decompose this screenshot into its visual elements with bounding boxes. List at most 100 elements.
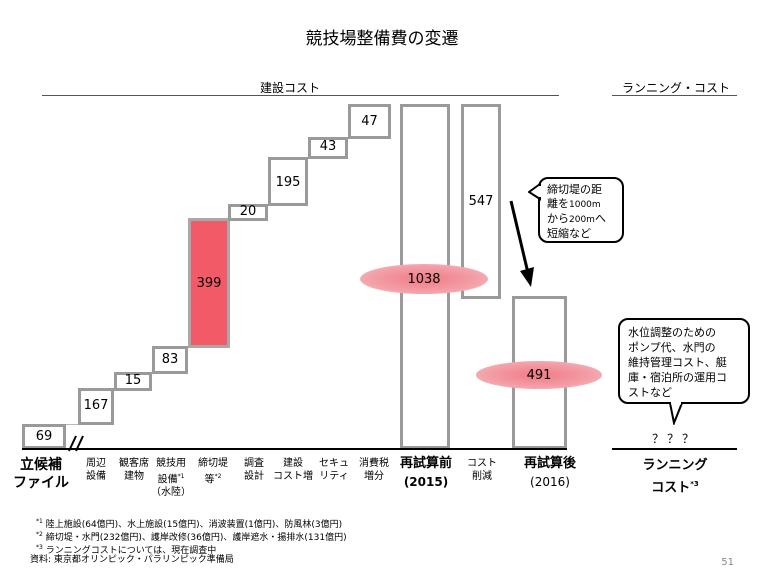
xlabel-spectator-line2: 建物	[124, 471, 144, 482]
bar-security	[308, 137, 348, 159]
footnote-3: *3 ランニングコストについては、現在調査中	[36, 541, 216, 558]
xlabel-security-line1: セキュ	[319, 458, 349, 469]
bar-peripheral	[78, 388, 114, 425]
value-cost-reduction: 547	[468, 194, 494, 209]
source-note: 資料: 東京都オリンピック・パラリンピック準備局	[30, 555, 234, 565]
footnote-2-text: 締切堤・水門(232億円)、護岸改修(36億円)、護岸遮水・揚排水(131億円)	[45, 533, 347, 543]
running-header-rule	[612, 95, 737, 96]
construction-header-rule	[42, 95, 559, 96]
running-axis-line	[612, 448, 737, 450]
total-after-highlight	[476, 361, 602, 389]
xlabel-running-line2: コスト	[651, 480, 691, 496]
xlabel-tax-line2: 増分	[364, 471, 384, 482]
running-cost-value: ？？？	[651, 432, 697, 446]
xlabel-after-line2: (2016)	[530, 475, 570, 489]
footnote-1: *1 陸上施設(64億円)、水上施設(15億円)、消波装置(1億円)、防風林(3…	[36, 515, 342, 532]
xlabel-reduction-line2: 削減	[472, 471, 492, 482]
xlabel-survey-line1: 調査	[244, 458, 264, 469]
page-title: 競技場整備費の変遷	[305, 29, 459, 49]
running-callout-line5: ストなど	[628, 386, 672, 399]
dike-callout-line3b: 200m	[569, 215, 595, 225]
value-tax: 47	[361, 114, 378, 129]
footnote-3-text: ランニングコストについては、現在調査中	[45, 546, 217, 556]
xlabel-before-recalc: 再試算前 (2015)	[386, 455, 466, 491]
dike-callout-line3a: から	[547, 212, 569, 225]
xlabel-candidacy-line2: ファイル	[13, 475, 69, 491]
page-number: 51	[721, 557, 734, 568]
value-candidacy: 69	[35, 429, 53, 444]
dike-callout-line1: 締切堤の距	[547, 183, 602, 196]
xlabel-tax-line1: 消費税	[359, 458, 389, 469]
running-callout-line3: 維持管理コスト、艇	[628, 356, 727, 369]
value-after-recalc: 491	[526, 368, 552, 383]
xlabel-construction-increase: 建設 コスト増	[270, 457, 316, 483]
dike-callout-line4: 短縮など	[547, 227, 591, 240]
xlabel-competition-line1: 競技用	[156, 458, 186, 469]
footnote-2: *2 締切堤・水門(232億円)、護岸改修(36億円)、護岸遮水・揚排水(131…	[36, 528, 347, 545]
footnote-1-mark: *1	[36, 518, 43, 525]
xlabel-candidacy-line1: 立候補	[20, 457, 62, 473]
value-spectator: 15	[124, 373, 142, 388]
value-competition: 83	[161, 352, 179, 367]
xlabel-peripheral-line1: 周辺	[86, 458, 106, 469]
xlabel-running-cost: ランニング コスト*3	[620, 457, 730, 497]
bar-competition	[152, 346, 188, 374]
xlabel-tax: 消費税 増分	[352, 457, 396, 483]
total-before-highlight	[360, 264, 488, 294]
xlabel-construction-line2: コスト増	[273, 471, 313, 482]
xlabel-competition: 競技用 設備*1 （水陸）	[150, 457, 192, 499]
candidacy-connector	[66, 424, 78, 425]
xlabel-before-line2: (2015)	[403, 475, 449, 489]
value-before-recalc: 1038	[407, 272, 441, 287]
xlabel-after-line1: 再試算後	[523, 456, 576, 471]
dike-callout-line2b: 1000m	[569, 200, 601, 210]
x-axis-line	[22, 448, 567, 450]
axis-break-icon	[68, 435, 84, 452]
xlabel-before-line1: 再試算前	[399, 456, 452, 471]
xlabel-security: セキュ リティ	[314, 457, 354, 483]
xlabel-construction-line1: 建設	[283, 458, 303, 469]
bar-candidacy	[22, 424, 66, 449]
xlabel-peripheral-line2: 設備	[86, 471, 106, 482]
xlabel-survey-line2: 設計	[244, 471, 264, 482]
footnote-2-mark: *2	[36, 531, 43, 538]
dike-callout-line2a: 離を	[547, 197, 569, 210]
xlabel-cofferdam-sup: *2	[214, 473, 222, 480]
value-security: 43	[319, 139, 337, 154]
dike-callout: 締切堤の距 離を1000m から200mへ 短縮など	[538, 177, 624, 243]
xlabel-survey: 調査 設計	[234, 457, 274, 483]
xlabel-competition-line3: （水陸）	[151, 487, 191, 499]
footnote-3-mark: *3	[36, 544, 43, 551]
bar-construction-increase	[268, 157, 308, 206]
value-cofferdam: 399	[196, 276, 222, 291]
xlabel-cofferdam: 締切堤 等*2	[192, 457, 234, 486]
dike-callout-line3c: へ	[594, 212, 606, 225]
bar-survey	[228, 204, 268, 221]
value-survey: 20	[239, 204, 257, 219]
xlabel-peripheral: 周辺 設備	[76, 457, 116, 483]
running-cost-header: ランニング・コスト	[622, 81, 731, 95]
xlabel-reduction-line1: コスト	[467, 458, 497, 469]
running-callout: 水位調整のための ポンプ代、水門の 維持管理コスト、艇 庫・宿泊所の運用コ スト…	[618, 318, 750, 404]
dike-callout-tail	[528, 183, 542, 201]
running-callout-line2: ポンプ代、水門の	[628, 341, 716, 354]
value-construction-increase: 195	[275, 175, 301, 190]
xlabel-after-recalc: 再試算後 (2016)	[508, 455, 592, 491]
running-callout-line4: 庫・宿泊所の運用コ	[628, 371, 727, 384]
bar-cost-reduction	[461, 104, 501, 299]
bar-cofferdam	[188, 218, 230, 348]
running-callout-tail	[668, 401, 684, 425]
xlabel-spectator-line1: 観客席	[119, 458, 149, 469]
xlabel-cofferdam-line1: 締切堤	[198, 458, 228, 469]
xlabel-cost-reduction: コスト 削減	[460, 457, 504, 483]
bar-spectator	[114, 372, 152, 391]
xlabel-cofferdam-line2: 等	[204, 474, 215, 486]
xlabel-competition-line2: 設備	[157, 474, 178, 486]
xlabel-spectator: 観客席 建物	[114, 457, 154, 483]
xlabel-security-line2: リティ	[319, 471, 349, 482]
xlabel-running-line1: ランニング	[642, 458, 708, 473]
construction-cost-header: 建設コスト	[260, 81, 321, 95]
running-callout-line1: 水位調整のための	[628, 326, 716, 339]
reduction-arrow-icon	[509, 200, 534, 287]
value-peripheral: 167	[83, 398, 109, 413]
